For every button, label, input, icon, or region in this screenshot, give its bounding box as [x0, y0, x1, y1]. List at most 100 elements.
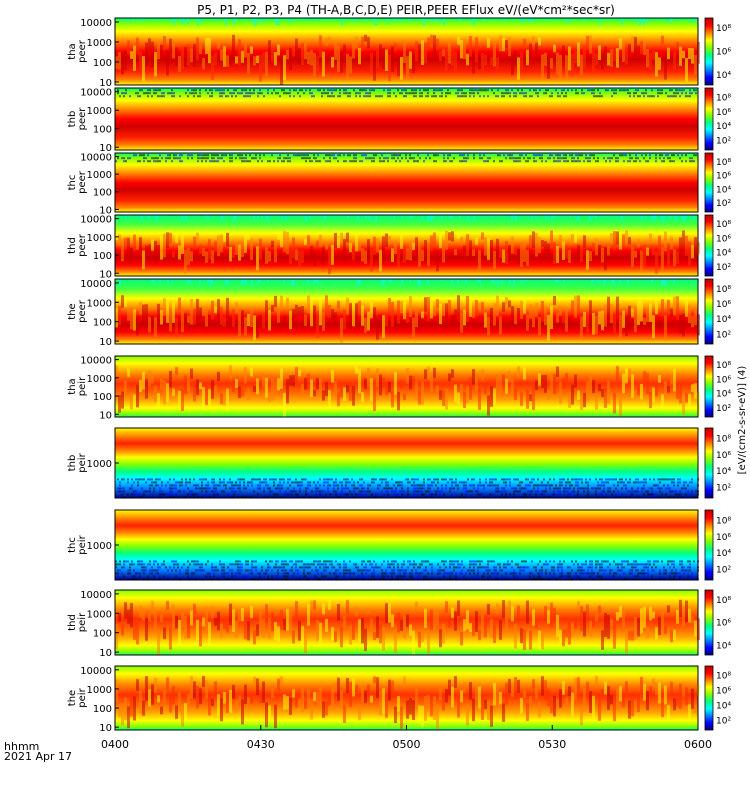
colorbar: [704, 17, 714, 86]
colorbar-tick-label: 10²: [716, 199, 731, 209]
colorbar-tick-label: 10⁴: [716, 641, 731, 651]
colorbar-tick-label: 10⁸: [716, 517, 731, 527]
colorbar: [704, 665, 714, 731]
panel-thd-peir: thd peir 10000 1000 100 10 10⁸ 10⁶ 10⁴: [67, 589, 731, 659]
y-tick-label: 10000: [80, 88, 112, 99]
colorbar-tick-label: 10²: [716, 137, 731, 147]
y-tick-label: 1000: [87, 609, 112, 620]
y-tick-label: 10000: [80, 215, 112, 226]
panel-frame: [114, 355, 699, 418]
y-tick-label: 10000: [80, 590, 112, 601]
y-tick-label: 10000: [80, 356, 112, 367]
y-tick-label: 10000: [80, 153, 112, 164]
colorbar-tick-label: 10⁸: [716, 93, 731, 103]
spectrogram-texture: [117, 89, 697, 98]
y-tick-label: 1000: [87, 170, 112, 181]
panel-label-species: peir: [77, 376, 88, 396]
figure-title: P5, P1, P2, P3, P4 (TH-A,B,C,D,E) PEIR,P…: [197, 3, 615, 17]
panel-label-species: peer: [77, 299, 88, 323]
colorbar: [704, 278, 714, 345]
colorbar-tick-label: 10⁸: [716, 596, 731, 606]
y-tick-label: 1000: [87, 233, 112, 244]
y-tick-label: 100: [93, 318, 112, 329]
y-tick-label: 10: [99, 143, 112, 154]
colorbar-tick-label: 10⁴: [716, 71, 731, 81]
y-tick-label: 10: [99, 78, 112, 89]
panel-label-species: peer: [77, 39, 88, 63]
spectrogram-texture: [115, 560, 699, 581]
colorbar-tick-label: 10⁸: [716, 435, 731, 445]
y-tick-label: 1000: [87, 541, 112, 552]
x-tick-label: 0600: [684, 738, 712, 751]
y-tick-label: 10000: [80, 18, 112, 29]
panel-label-probe: thc: [67, 537, 78, 553]
colorbar-tick-label: 10⁶: [716, 375, 731, 385]
spectrogram-texture: [115, 675, 700, 730]
panel-thc-peer: thc peer 10000 1000 100 10 10⁸ 10⁶ 10⁴ 10²: [67, 152, 731, 216]
spectrogram-texture: [115, 365, 700, 417]
time-axis-date: 2021 Apr 17: [4, 750, 72, 763]
colorbar: [704, 509, 714, 581]
colorbar-tick-label: 10²: [716, 716, 731, 726]
y-tick-label: 10: [99, 205, 112, 216]
colorbar-tick-label: 10²: [716, 330, 731, 340]
colorbar-tick-label: 10²: [716, 484, 731, 494]
colorbar-tick-label: 10⁶: [716, 234, 731, 244]
panel-frame: [114, 589, 699, 656]
spectrogram-texture: [115, 279, 700, 343]
colorbar-unit-label: [eV/(cm2-s-sr-eV)] (4): [737, 366, 748, 475]
colorbar: [704, 427, 714, 499]
time-axis-prefix: hhmm: [4, 740, 39, 753]
colorbar-tick-label: 10⁴: [716, 467, 731, 477]
panel-label-species: peir: [77, 687, 88, 707]
colorbar-tick-label: 10⁶: [716, 108, 731, 118]
colorbar-tick-label: 10⁶: [716, 300, 731, 310]
x-tick-label: 0430: [247, 738, 275, 751]
colorbar-tick-label: 10⁶: [716, 451, 731, 461]
colorbar-tick-label: 10⁶: [716, 48, 731, 58]
panel-tha-peir: tha peir 10000 1000 100 10 10⁸ 10⁶ 10⁴ 10²: [67, 355, 731, 421]
panel-frame: [114, 214, 699, 277]
panel-label-probe: tha: [67, 378, 78, 394]
panel-label-probe: the: [67, 690, 78, 706]
y-tick-label: 10: [99, 269, 112, 280]
spectrogram-image: [115, 153, 698, 212]
panel-label-probe: thb: [67, 455, 78, 472]
colorbar-tick-label: 10⁶: [716, 619, 731, 629]
panel-label-species: peer: [77, 170, 88, 194]
colorbar-tick-label: 10⁴: [716, 249, 731, 259]
y-tick-label: 10000: [80, 666, 112, 677]
colorbar: [704, 589, 714, 656]
panel-frame: [114, 87, 699, 151]
colorbar-tick-label: 10⁶: [716, 533, 731, 543]
panel-label-probe: tha: [67, 43, 78, 59]
panel-thd-peer: thd peer 10000 1000 100 10 10⁸ 10⁶ 10⁴ 10²: [67, 214, 731, 280]
colorbar-tick-label: 10⁸: [716, 361, 731, 371]
panel-tha-peer: tha peer 10000 1000 100 10 10⁸ 10⁶ 10⁴: [67, 17, 731, 89]
x-tick-label: 0530: [538, 738, 566, 751]
colorbar-tick-label: 10⁴: [716, 549, 731, 559]
colorbar-tick-label: 10⁶: [716, 687, 731, 697]
colorbar-tick-label: 10⁴: [716, 122, 731, 132]
colorbar-tick-label: 10⁴: [716, 185, 731, 195]
colorbar-tick-label: 10²: [716, 566, 731, 576]
panel-label-species: peer: [77, 107, 88, 131]
panel-frame: [114, 17, 699, 86]
spectrogram-image: [115, 215, 698, 276]
panel-thb-peer: thb peer 10000 1000 100 10 10⁸ 10⁶ 10⁴ 10²: [67, 87, 731, 154]
y-tick-label: 100: [93, 188, 112, 199]
spectrogram-texture: [115, 154, 697, 163]
y-tick-label: 1000: [87, 685, 112, 696]
colorbar: [704, 87, 714, 151]
panel-frame: [114, 152, 699, 213]
panel-frame: [114, 278, 699, 345]
y-tick-label: 100: [93, 125, 112, 136]
colorbar: [704, 214, 714, 277]
time-axis: 0400 0430 0500 0530 0600: [101, 725, 712, 751]
panel-label-probe: thc: [67, 175, 78, 191]
y-tick-label: 100: [93, 629, 112, 640]
y-tick-label: 1000: [87, 298, 112, 309]
